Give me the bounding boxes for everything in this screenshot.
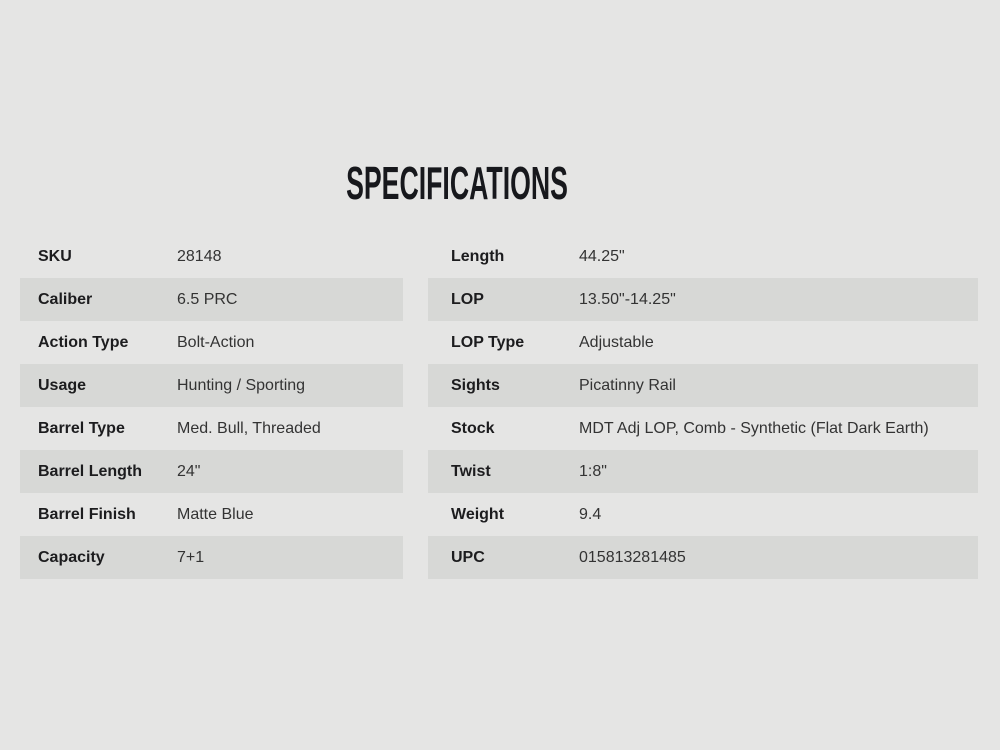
spec-value: Med. Bull, Threaded bbox=[177, 419, 321, 437]
spec-row-action-type: Action Type Bolt-Action bbox=[20, 321, 403, 364]
spec-label: LOP bbox=[451, 290, 484, 308]
spec-value: 7+1 bbox=[177, 548, 205, 566]
spec-value: 6.5 PRC bbox=[177, 290, 238, 308]
spec-value: Bolt-Action bbox=[177, 333, 255, 351]
spec-value: 015813281485 bbox=[579, 548, 686, 566]
spec-label: Barrel Length bbox=[38, 462, 143, 480]
spec-label: Capacity bbox=[38, 548, 105, 566]
spec-label: SKU bbox=[38, 247, 72, 265]
spec-label: Weight bbox=[451, 505, 505, 523]
spec-row-usage: Usage Hunting / Sporting bbox=[20, 364, 403, 407]
spec-row-barrel-type: Barrel Type Med. Bull, Threaded bbox=[20, 407, 403, 450]
spec-row-weight: Weight 9.4 bbox=[428, 493, 978, 536]
spec-row-upc: UPC 015813281485 bbox=[428, 536, 978, 579]
spec-label: Usage bbox=[38, 376, 87, 394]
spec-value: 28148 bbox=[177, 247, 222, 265]
spec-label: Barrel Finish bbox=[38, 505, 136, 523]
spec-value: Matte Blue bbox=[177, 505, 254, 523]
spec-row-barrel-length: Barrel Length 24" bbox=[20, 450, 403, 493]
spec-row-lop: LOP 13.50"-14.25" bbox=[428, 278, 978, 321]
spec-value: 9.4 bbox=[579, 505, 602, 523]
spec-label: UPC bbox=[451, 548, 485, 566]
spec-row-sku: SKU 28148 bbox=[20, 235, 403, 278]
spec-row-sights: Sights Picatinny Rail bbox=[428, 364, 978, 407]
spec-row-caliber: Caliber 6.5 PRC bbox=[20, 278, 403, 321]
spec-label: Barrel Type bbox=[38, 419, 125, 437]
spec-row-lop-type: LOP Type Adjustable bbox=[428, 321, 978, 364]
spec-row-stock: Stock MDT Adj LOP, Comb - Synthetic (Fla… bbox=[428, 407, 978, 450]
spec-label: Action Type bbox=[38, 333, 129, 351]
spec-table-left: SKU 28148 Caliber 6.5 PRC Action Type Bo… bbox=[20, 235, 403, 579]
spec-row-capacity: Capacity 7+1 bbox=[20, 536, 403, 579]
spec-label: LOP Type bbox=[451, 333, 525, 351]
spec-value: MDT Adj LOP, Comb - Synthetic (Flat Dark… bbox=[579, 419, 929, 437]
spec-label: Caliber bbox=[38, 290, 93, 308]
spec-value: Adjustable bbox=[579, 333, 654, 351]
specifications-title: SPECIFICATIONS bbox=[346, 157, 568, 209]
spec-label: Length bbox=[451, 247, 505, 265]
spec-row-barrel-finish: Barrel Finish Matte Blue bbox=[20, 493, 403, 536]
spec-label: Stock bbox=[451, 419, 495, 437]
spec-value: Picatinny Rail bbox=[579, 376, 676, 394]
spec-row-length: Length 44.25" bbox=[428, 235, 978, 278]
spec-label: Twist bbox=[451, 462, 491, 480]
spec-label: Sights bbox=[451, 376, 500, 394]
spec-value: 24" bbox=[177, 462, 201, 480]
spec-table-right: Length 44.25" LOP 13.50"-14.25" LOP Type… bbox=[428, 235, 978, 579]
spec-value: 44.25" bbox=[579, 247, 625, 265]
spec-value: 1:8" bbox=[579, 462, 607, 480]
spec-row-twist: Twist 1:8" bbox=[428, 450, 978, 493]
spec-value: 13.50"-14.25" bbox=[579, 290, 676, 308]
spec-value: Hunting / Sporting bbox=[177, 376, 306, 394]
